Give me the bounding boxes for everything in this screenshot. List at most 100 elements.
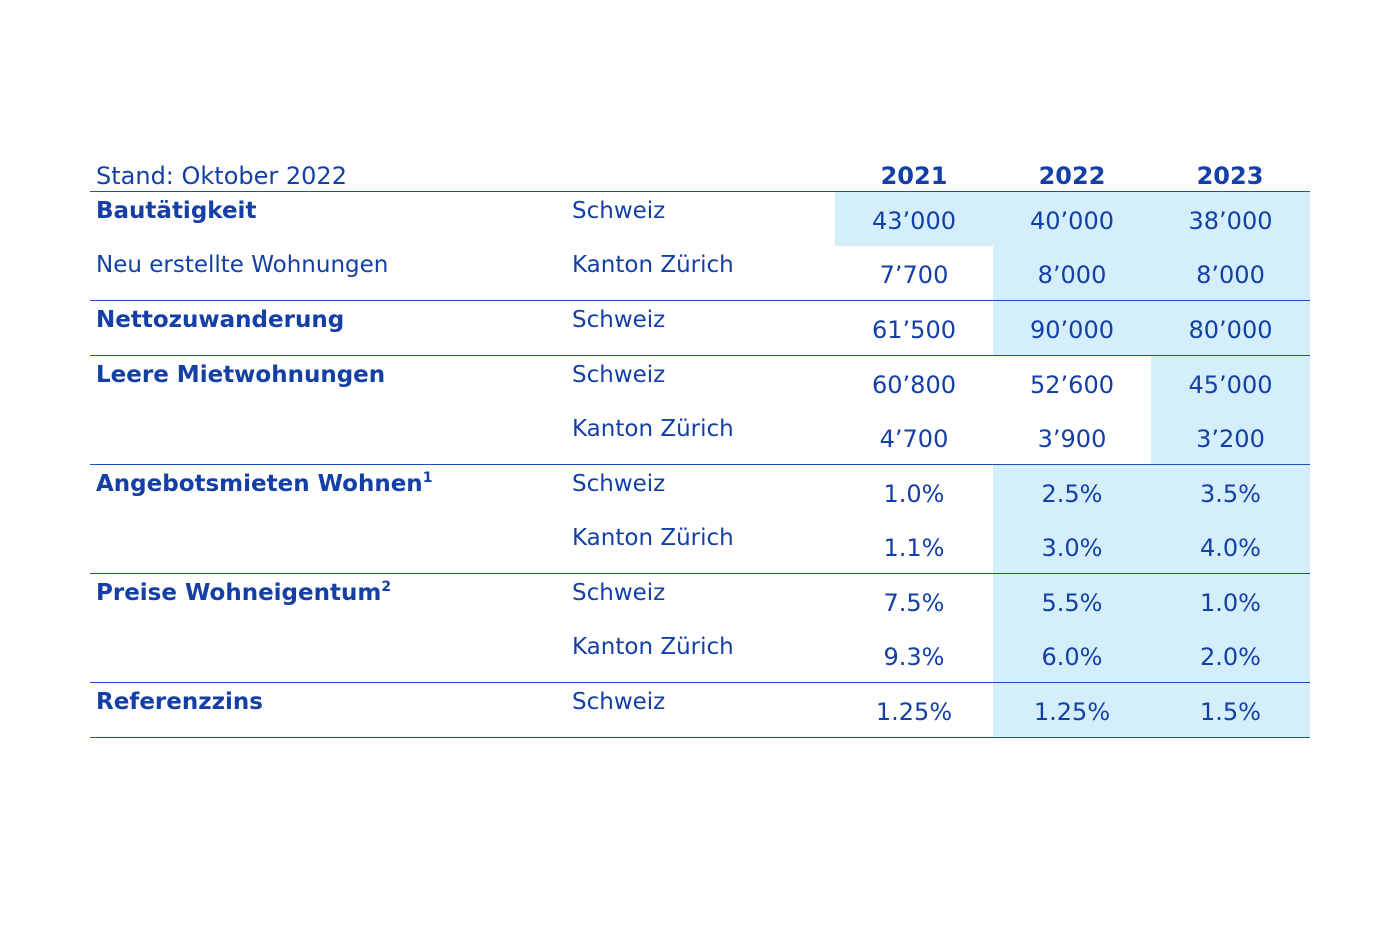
value-cell-2023: 3’200 xyxy=(1151,410,1310,464)
region-cell: Kanton Zürich xyxy=(570,246,835,300)
row-label-cell: Preise Wohneigentum2 xyxy=(90,574,570,628)
row-label: Bautätigkeit xyxy=(96,198,256,224)
value-text: 3’200 xyxy=(1196,425,1265,453)
region-cell: Schweiz xyxy=(570,465,835,519)
region-label: Schweiz xyxy=(572,689,666,715)
value-text: 38’000 xyxy=(1188,207,1273,235)
row-label-cell: Nettozuwanderung xyxy=(90,301,570,355)
value-cell-2022: 2.5% xyxy=(993,465,1151,519)
table-row: Kanton Zürich 1.1% 3.0% 4.0% xyxy=(90,519,1310,573)
region-label: Schweiz xyxy=(572,580,666,606)
value-text: 3’900 xyxy=(1037,425,1107,453)
year-header-2023: 2023 xyxy=(1196,162,1264,190)
region-cell: Schweiz xyxy=(570,192,835,246)
value-cell-2023: 45’000 xyxy=(1151,356,1310,410)
row-label-text: Bautätigkeit xyxy=(96,198,257,224)
row-label: Angebotsmieten Wohnen1 xyxy=(96,471,432,497)
value-text: 4.0% xyxy=(1200,534,1261,562)
table-group: Preise Wohneigentum2 Schweiz 7.5% 5.5% 1.0% K… xyxy=(90,574,1310,683)
value-text: 3.5% xyxy=(1200,480,1261,508)
region-cell: Schweiz xyxy=(570,301,835,355)
table-row: Neu erstellte Wohnungen Kanton Zürich 7’70… xyxy=(90,246,1310,300)
value-cell-2021: 4’700 xyxy=(835,410,993,464)
value-text: 1.0% xyxy=(883,480,945,508)
stand-date: Stand: Oktober 2022 xyxy=(96,162,347,190)
region-label: Kanton Zürich xyxy=(572,416,734,442)
value-cell-2023: 80’000 xyxy=(1151,301,1310,355)
row-label-text: Referenzzins xyxy=(96,689,263,715)
row-label-text: Neu erstellte Wohnungen xyxy=(96,252,389,278)
table-row: Leere Mietwohnungen Schweiz 60’800 52’600 45… xyxy=(90,356,1310,410)
region-label: Kanton Zürich xyxy=(572,525,734,551)
value-cell-2021: 1.1% xyxy=(835,519,993,573)
value-text: 7.5% xyxy=(883,589,945,617)
table-row: Referenzzins Schweiz 1.25% 1.25% 1.5% xyxy=(90,683,1310,737)
value-text: 6.0% xyxy=(1041,643,1103,671)
table-group: Bautätigkeit Schweiz 43’000 40’000 38’000 Neu… xyxy=(90,192,1310,301)
value-text: 1.0% xyxy=(1200,589,1261,617)
value-cell-2022: 40’000 xyxy=(993,192,1151,246)
region-cell: Schweiz xyxy=(570,683,835,737)
region-label: Schweiz xyxy=(572,307,666,333)
row-label-cell xyxy=(90,519,570,573)
region-label: Kanton Zürich xyxy=(572,252,734,278)
region-cell: Kanton Zürich xyxy=(570,628,835,682)
region-label: Schweiz xyxy=(572,362,666,388)
table-row: Kanton Zürich 9.3% 6.0% 2.0% xyxy=(90,628,1310,682)
value-text: 7’700 xyxy=(879,261,949,289)
row-label-cell: Bautätigkeit xyxy=(90,192,570,246)
value-text: 3.0% xyxy=(1041,534,1103,562)
row-label: Preise Wohneigentum2 xyxy=(96,580,391,606)
value-cell-2022: 52’600 xyxy=(993,356,1151,410)
value-text: 8’000 xyxy=(1037,261,1107,289)
row-label: Leere Mietwohnungen xyxy=(96,362,385,388)
value-cell-2023: 8’000 xyxy=(1151,246,1310,300)
value-text: 1.25% xyxy=(1033,698,1111,726)
value-cell-2021: 7’700 xyxy=(835,246,993,300)
region-label: Schweiz xyxy=(572,198,666,224)
value-cell-2021: 9.3% xyxy=(835,628,993,682)
value-cell-2021: 43’000 xyxy=(835,192,993,246)
value-cell-2021: 60’800 xyxy=(835,356,993,410)
value-cell-2022: 3’900 xyxy=(993,410,1151,464)
value-cell-2023: 1.0% xyxy=(1151,574,1310,628)
row-label: Referenzzins xyxy=(96,689,263,715)
value-text: 4’700 xyxy=(879,425,949,453)
table-row: Bautätigkeit Schweiz 43’000 40’000 38’000 xyxy=(90,192,1310,246)
row-label: Nettozuwanderung xyxy=(96,307,344,333)
value-text: 90’000 xyxy=(1030,316,1114,344)
row-label-cell: Referenzzins xyxy=(90,683,570,737)
footnote-marker: 2 xyxy=(381,579,392,595)
value-text: 43’000 xyxy=(872,207,956,235)
row-label-cell xyxy=(90,628,570,682)
value-text: 40’000 xyxy=(1030,207,1114,235)
value-text: 9.3% xyxy=(883,643,945,671)
value-cell-2021: 1.0% xyxy=(835,465,993,519)
table-group: Angebotsmieten Wohnen1 Schweiz 1.0% 2.5% 3.5… xyxy=(90,465,1310,574)
value-cell-2022: 6.0% xyxy=(993,628,1151,682)
value-text: 61’500 xyxy=(872,316,956,344)
table-group: Leere Mietwohnungen Schweiz 60’800 52’600 45… xyxy=(90,356,1310,465)
row-label-text: Preise Wohneigentum xyxy=(96,580,382,606)
value-cell-2021: 1.25% xyxy=(835,683,993,737)
value-text: 60’800 xyxy=(872,371,956,399)
row-label-cell: Leere Mietwohnungen xyxy=(90,356,570,410)
table-header: Stand: Oktober 2022 2021 2022 2023 xyxy=(90,155,1310,192)
value-text: 5.5% xyxy=(1041,589,1103,617)
row-label-text: Leere Mietwohnungen xyxy=(96,362,386,388)
value-text: 45’000 xyxy=(1188,371,1273,399)
value-cell-2023: 3.5% xyxy=(1151,465,1310,519)
value-text: 1.1% xyxy=(883,534,945,562)
row-label-text: Nettozuwanderung xyxy=(96,307,345,333)
row-label-cell xyxy=(90,410,570,464)
table-group: Nettozuwanderung Schweiz 61’500 90’000 80’00… xyxy=(90,301,1310,356)
value-text: 80’000 xyxy=(1188,316,1273,344)
footnote-marker: 1 xyxy=(422,470,433,486)
value-cell-2021: 61’500 xyxy=(835,301,993,355)
region-cell: Kanton Zürich xyxy=(570,410,835,464)
value-cell-2022: 1.25% xyxy=(993,683,1151,737)
year-header-2021: 2021 xyxy=(880,162,948,190)
region-cell: Schweiz xyxy=(570,356,835,410)
row-label-cell: Neu erstellte Wohnungen xyxy=(90,246,570,300)
forecast-table: Stand: Oktober 2022 2021 2022 2023 Bautä… xyxy=(90,155,1310,738)
